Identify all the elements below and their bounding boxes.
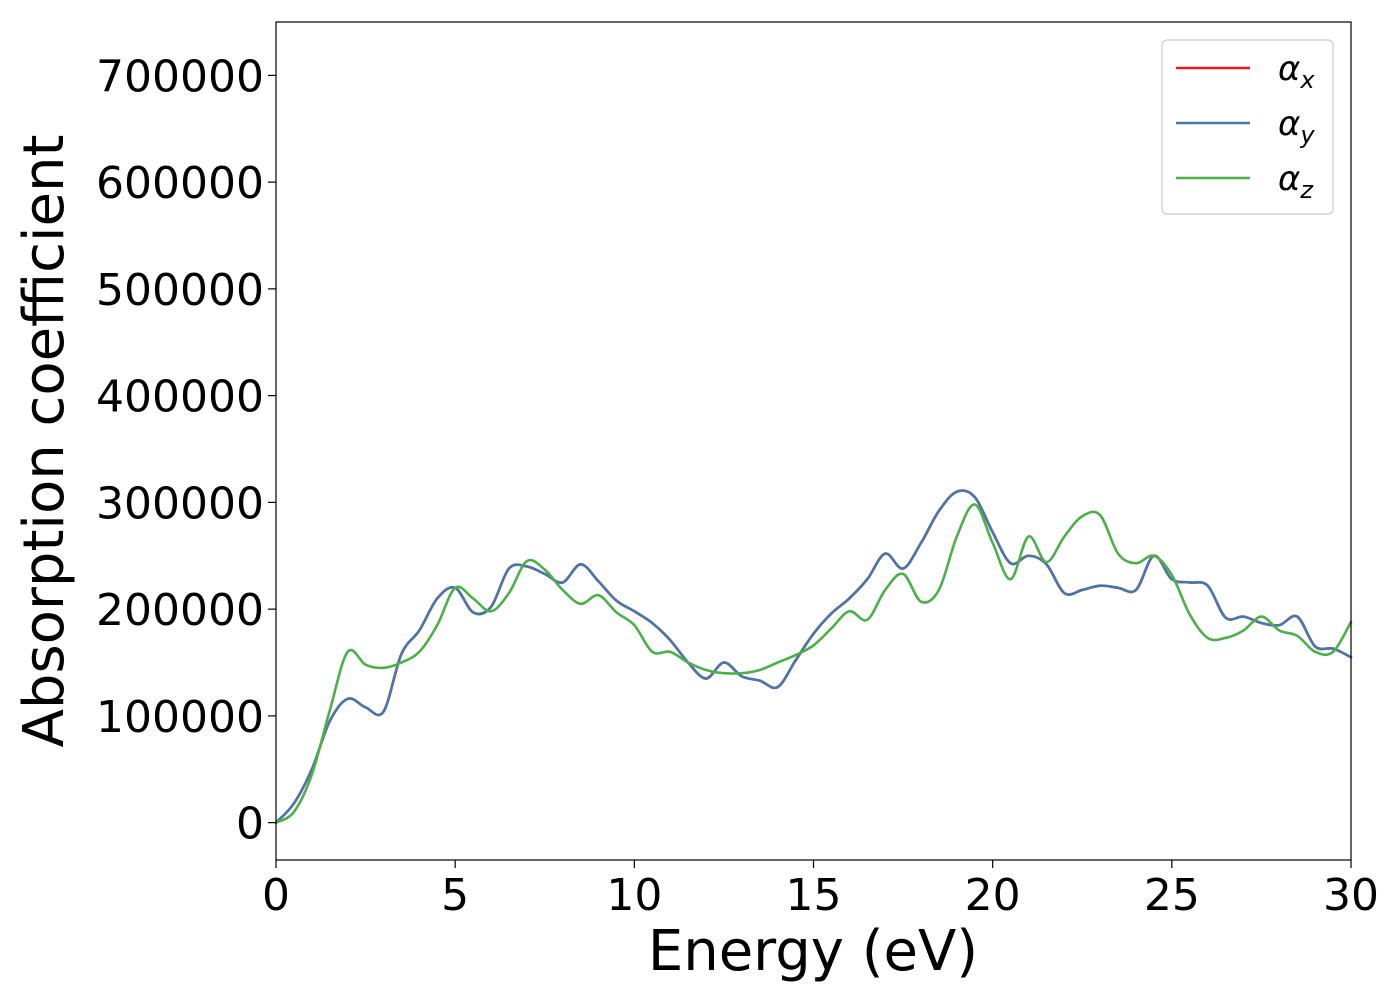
- y-tick-label: 400000: [96, 372, 264, 423]
- legend-frame: [1161, 39, 1334, 215]
- x-tick-label: 0: [262, 870, 290, 921]
- x-axis-title: Energy (eV): [648, 919, 978, 984]
- y-tick-label: 200000: [96, 585, 264, 636]
- y-tick-label: 700000: [96, 51, 264, 102]
- y-axis-title: Absorption coefficient: [12, 135, 77, 748]
- x-tick-label: 20: [965, 870, 1021, 921]
- x-tick-label: 5: [441, 870, 469, 921]
- y-tick-label: 0: [236, 799, 264, 850]
- series-layer: [274, 489, 1353, 824]
- y-tick-label: 300000: [96, 478, 264, 529]
- series-line-z: [274, 503, 1353, 824]
- y-tick-label: 500000: [96, 265, 264, 316]
- legend-label-y: αy: [1278, 104, 1315, 149]
- x-tick-label: 15: [786, 870, 842, 921]
- x-tick-label: 30: [1323, 870, 1379, 921]
- y-tick-label: 100000: [96, 692, 264, 743]
- y-axis: 0 100000 200000 300000 400000 500000 600000 700…: [96, 51, 276, 850]
- x-tick-label: 10: [606, 870, 662, 921]
- x-tick-label: 25: [1144, 870, 1200, 921]
- x-axis: 0 5 10 15 20 25 30: [262, 860, 1379, 921]
- y-tick-label: 600000: [96, 158, 264, 209]
